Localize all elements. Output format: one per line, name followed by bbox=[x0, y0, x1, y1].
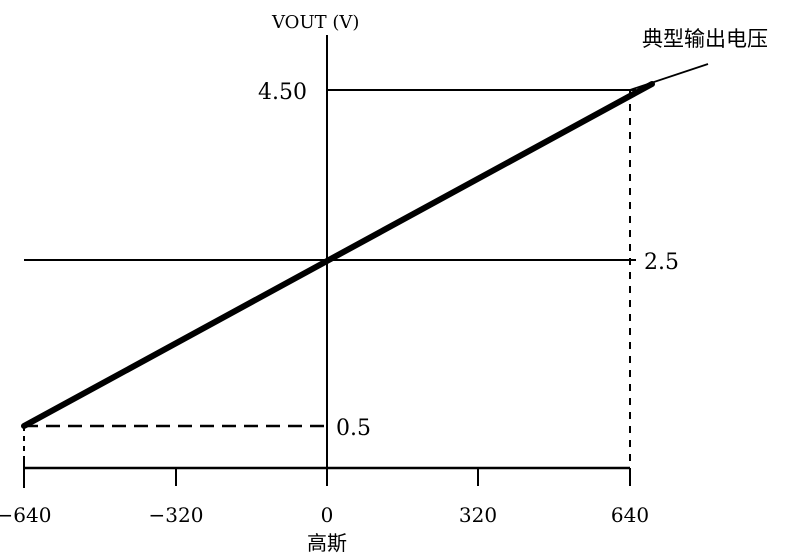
x-tick-label: 640 bbox=[611, 503, 649, 527]
y-tick-label-2-5: 2.5 bbox=[644, 250, 679, 275]
y-axis-label: VOUT (V) bbox=[271, 12, 359, 33]
x-tick-label: 320 bbox=[459, 503, 497, 527]
x-ticks bbox=[23, 460, 631, 488]
x-tick-label: −640 bbox=[0, 503, 51, 527]
annotation-label: 典型输出电压 bbox=[642, 27, 768, 51]
x-tick-label: 0 bbox=[321, 503, 334, 527]
x-axis-label: 高斯 bbox=[307, 531, 347, 555]
series-line-typical-output bbox=[21, 81, 655, 429]
x-tick-label: −320 bbox=[149, 503, 204, 527]
y-tick-label-0-5: 0.5 bbox=[336, 416, 371, 441]
y-tick-label-4-50: 4.50 bbox=[258, 80, 307, 105]
annotation-leader bbox=[629, 63, 709, 91]
